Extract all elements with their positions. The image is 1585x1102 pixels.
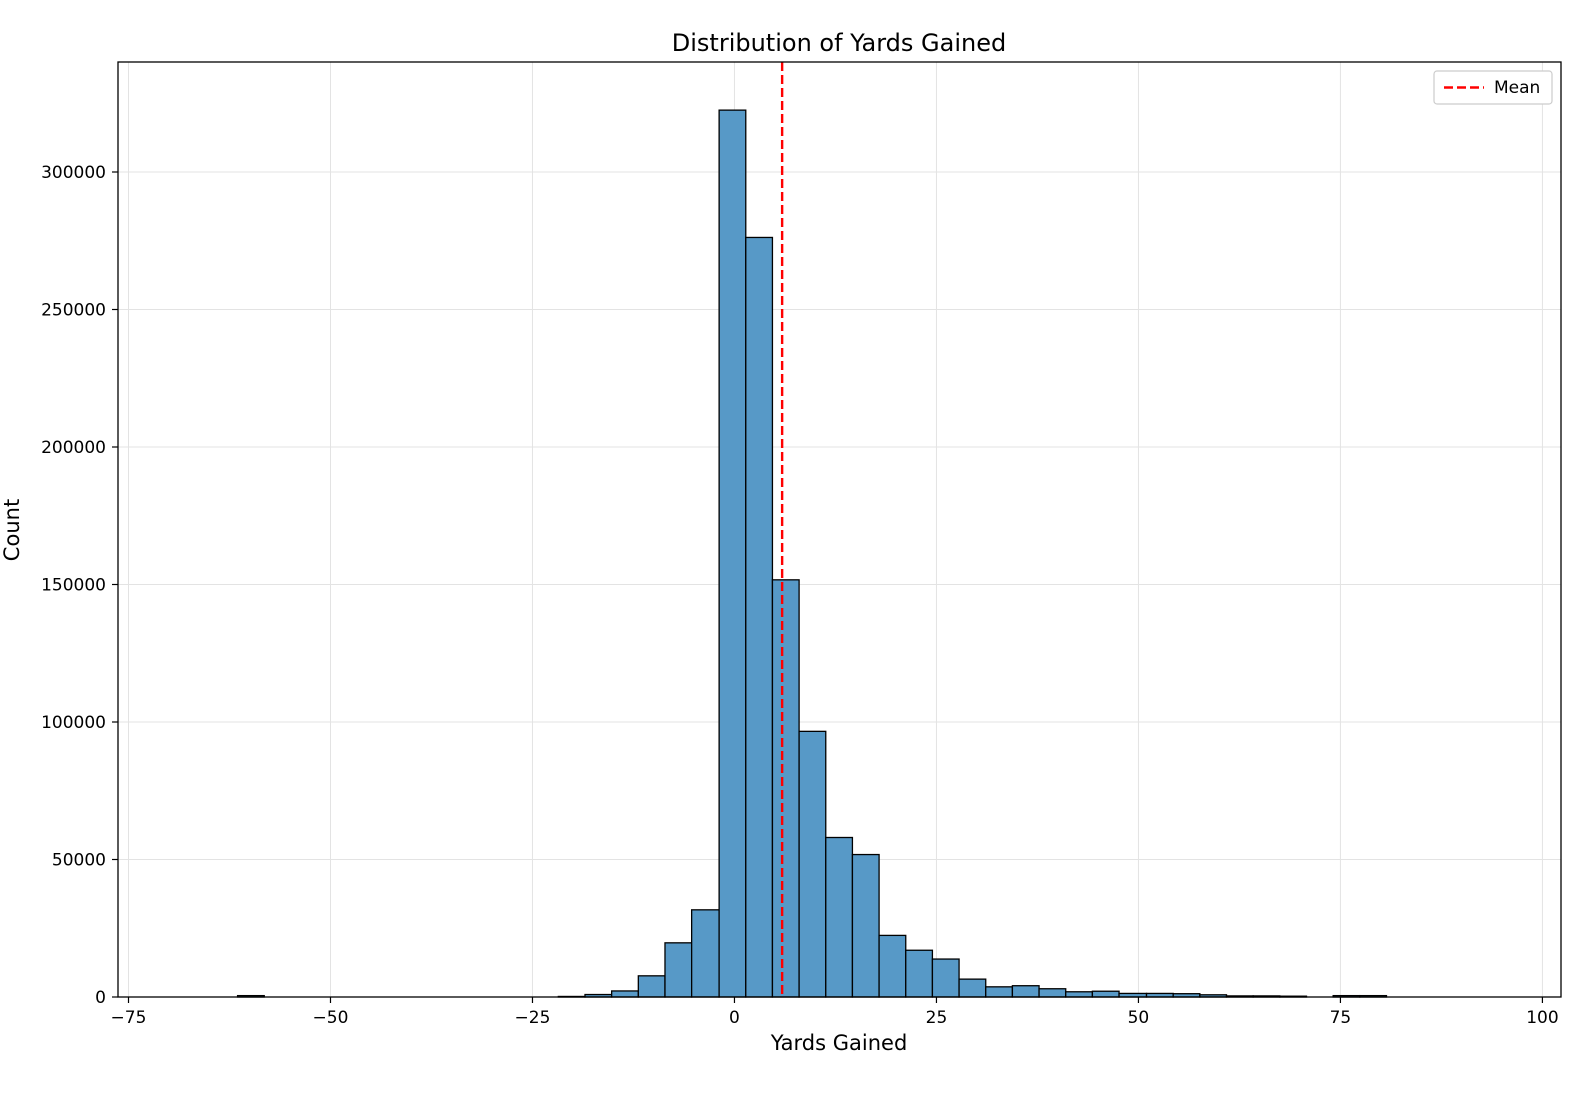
histogram-bar <box>718 109 747 998</box>
histogram-bar <box>1038 988 1067 998</box>
histogram-bar <box>690 909 720 998</box>
histogram-bar <box>771 579 800 998</box>
y-axis-ticks: 0 50000 100000 150000 200000 250000 300000 <box>41 163 118 1008</box>
y-tick-label: 100000 <box>41 713 106 733</box>
histogram-bars <box>236 109 1388 998</box>
y-tick-label: 250000 <box>41 301 106 321</box>
legend-box <box>1433 70 1553 105</box>
legend: Mean <box>1433 70 1553 105</box>
histogram-bar <box>745 236 774 998</box>
histogram-bar <box>798 730 827 998</box>
histogram-bar <box>958 978 987 998</box>
x-tick-label: 50 <box>1128 1008 1150 1028</box>
y-tick-label: 150000 <box>41 576 106 596</box>
x-axis-label: Yards Gained <box>770 1031 908 1055</box>
histogram-bar <box>851 853 880 998</box>
histogram-bar <box>611 990 639 998</box>
histogram-bar <box>931 958 960 998</box>
histogram-bar <box>1011 985 1040 998</box>
chart-title: Distribution of Yards Gained <box>672 29 1006 57</box>
histogram-bar <box>985 986 1014 998</box>
legend-mean-label: Mean <box>1494 78 1540 98</box>
y-tick-label: 0 <box>95 988 106 1008</box>
x-tick-label: 25 <box>926 1008 948 1028</box>
x-tick-label: 100 <box>1526 1008 1558 1028</box>
y-tick-label: 50000 <box>52 851 106 871</box>
histogram-bar <box>637 975 666 998</box>
x-tick-label: −75 <box>111 1008 147 1028</box>
histogram-bar <box>1091 990 1120 998</box>
histogram-bar <box>664 942 693 998</box>
plot-frame <box>117 61 1562 998</box>
histogram-bar <box>905 949 934 998</box>
x-axis-ticks: −75 −50 −25 0 25 50 75 100 <box>111 997 1559 1028</box>
histogram-bar <box>1065 991 1094 998</box>
x-tick-label: 75 <box>1330 1008 1352 1028</box>
x-tick-label: −25 <box>515 1008 551 1028</box>
x-tick-label: −50 <box>313 1008 349 1028</box>
gridlines <box>118 62 1561 998</box>
y-tick-label: 200000 <box>41 438 106 458</box>
histogram-bar <box>878 934 907 998</box>
histogram-bar <box>825 836 854 998</box>
y-axis-label: Count <box>0 499 24 561</box>
y-tick-label: 300000 <box>41 163 106 183</box>
x-tick-label: 0 <box>729 1008 740 1028</box>
